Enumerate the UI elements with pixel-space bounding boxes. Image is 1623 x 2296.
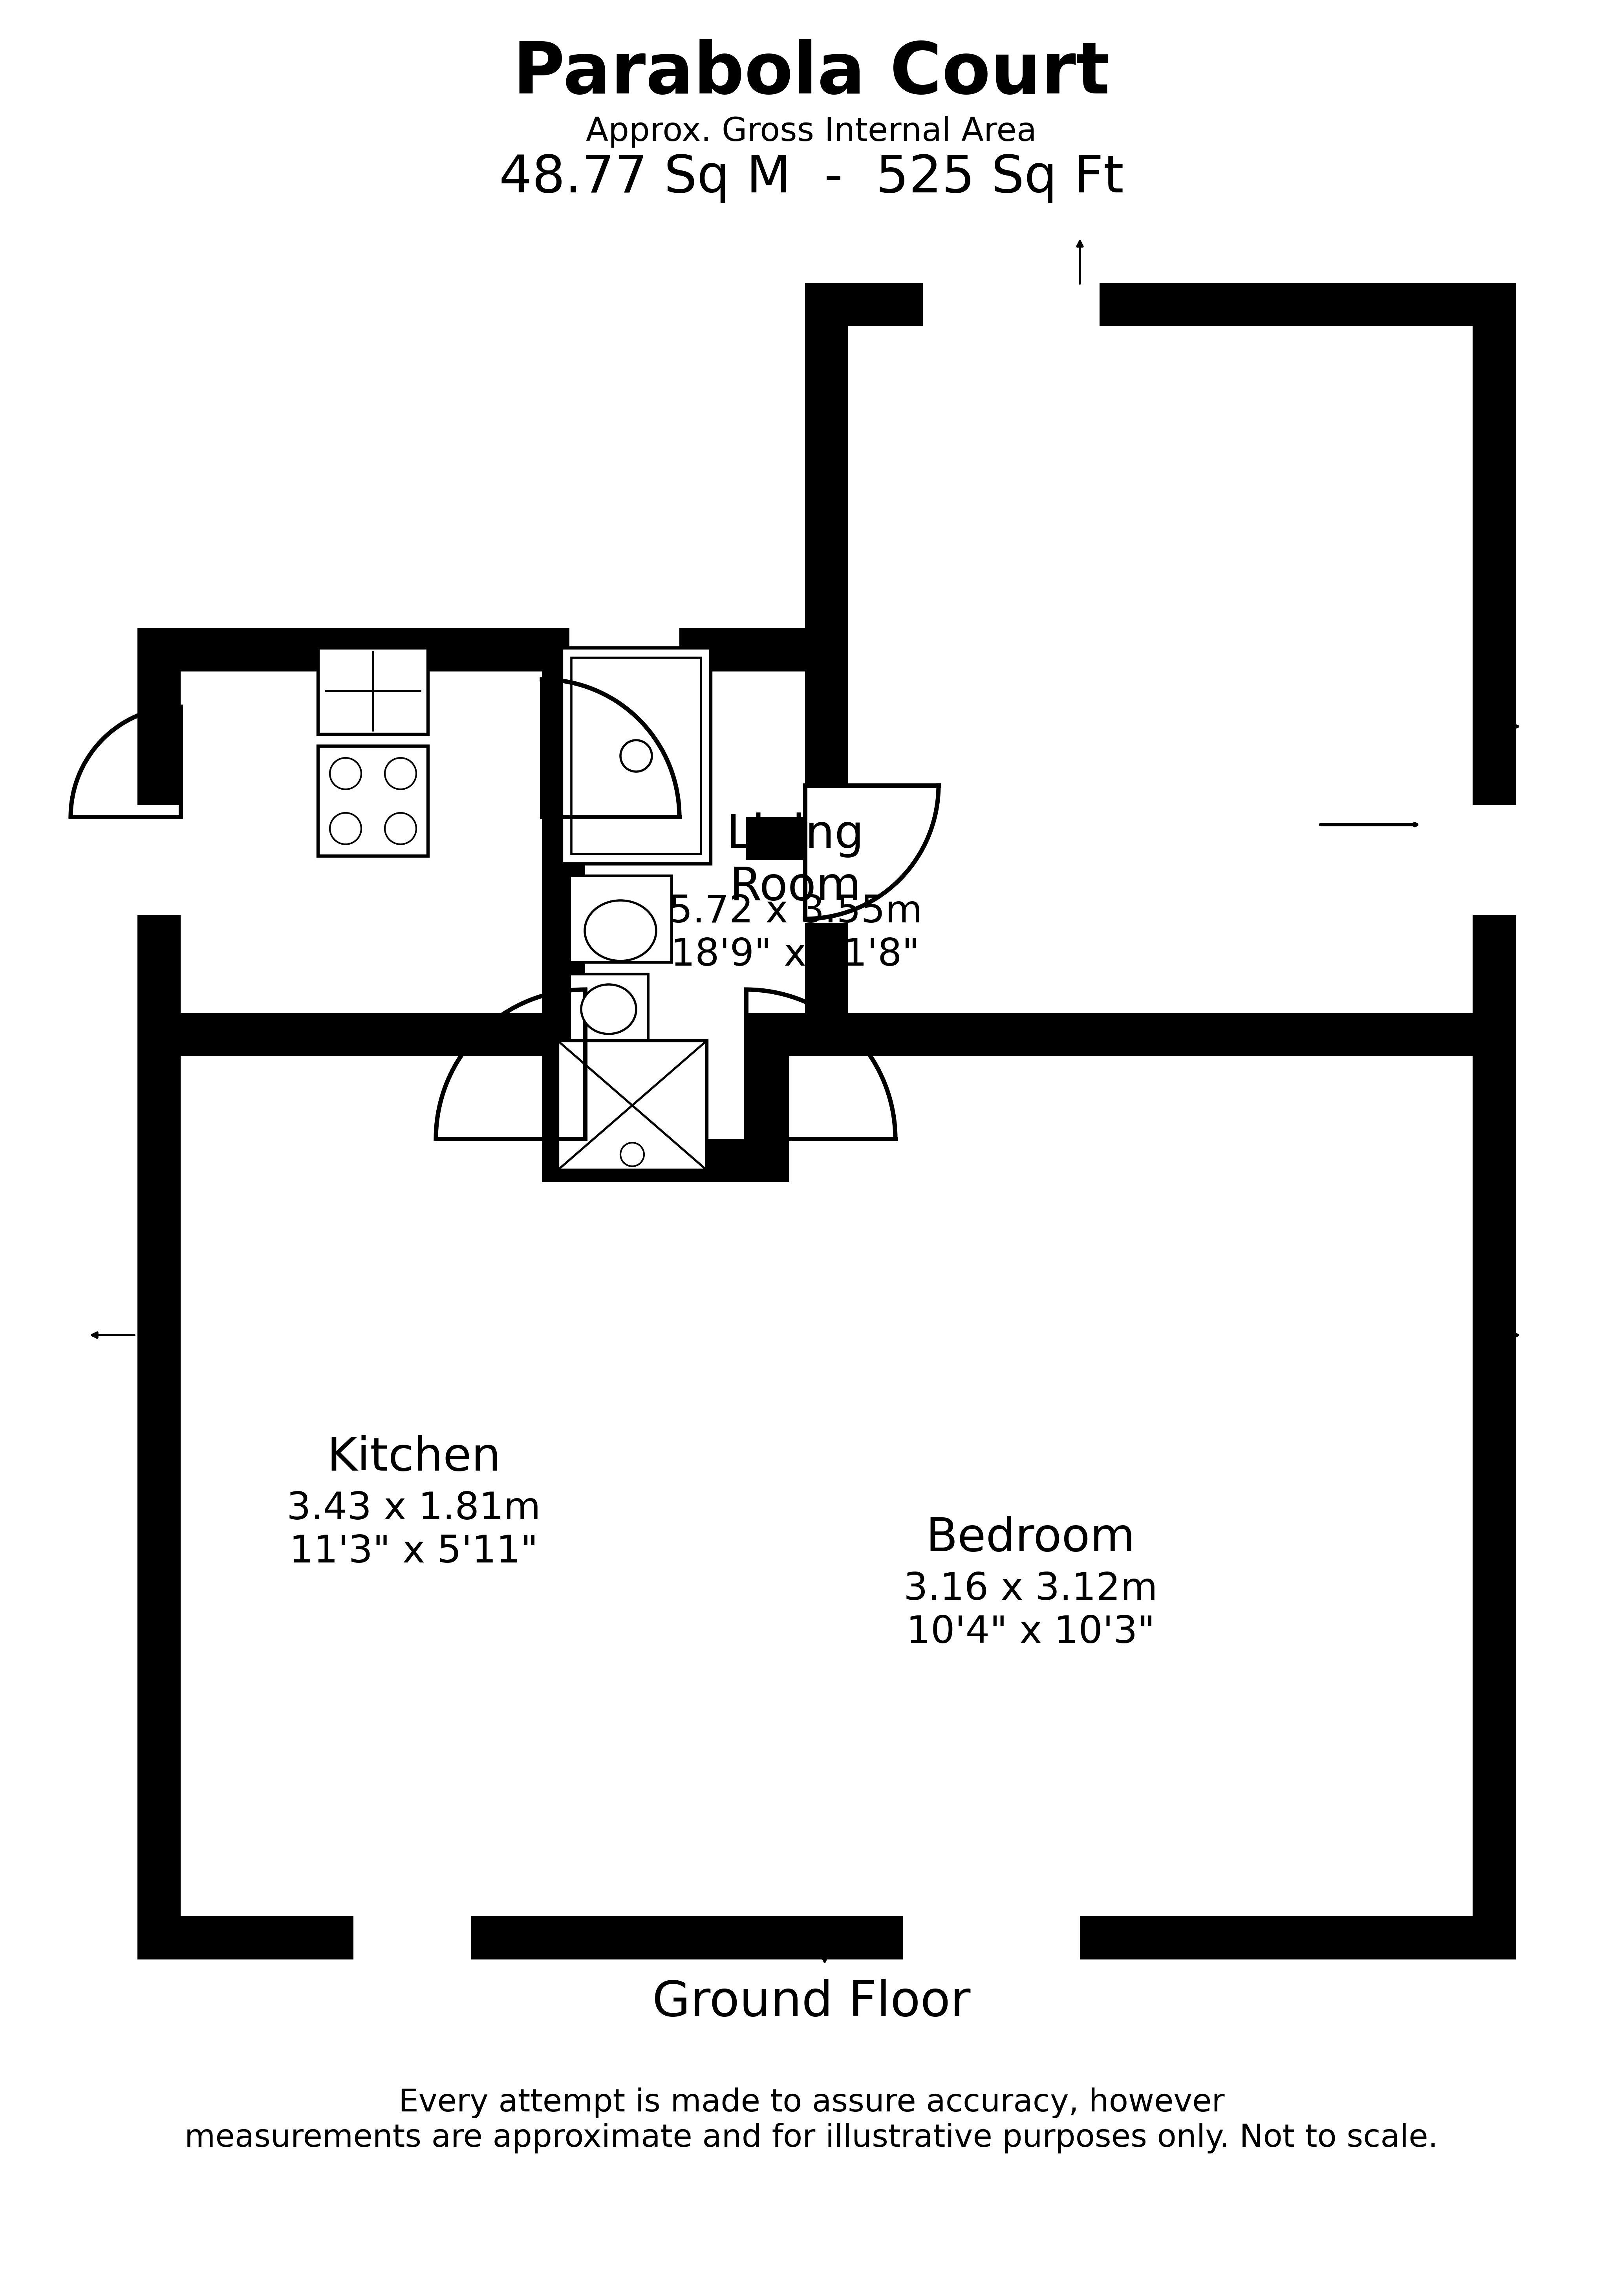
Bar [1472, 806, 1519, 914]
Bar [354, 1917, 471, 1963]
Text: Living
Room: Living Room [727, 813, 863, 909]
Bar [318, 647, 428, 735]
Bar [902, 1917, 1079, 1963]
Bar [747, 1013, 789, 1182]
Circle shape [329, 813, 362, 845]
Bar [138, 1917, 1516, 1958]
Bar [542, 1139, 789, 1182]
Circle shape [620, 739, 652, 771]
Bar [805, 785, 852, 923]
Text: Bedroom: Bedroom [925, 1515, 1136, 1561]
Text: 10'4" x 10'3": 10'4" x 10'3" [906, 1614, 1156, 1651]
Text: Kitchen: Kitchen [326, 1435, 502, 1481]
Bar [586, 1013, 747, 1061]
Bar [923, 282, 1099, 331]
Bar [138, 629, 849, 670]
Text: Every attempt is made to assure accuracy, however
measurements are approximate a: Every attempt is made to assure accuracy… [185, 2087, 1438, 2154]
Bar [558, 1040, 708, 1171]
Bar [805, 282, 1516, 326]
Bar [138, 806, 185, 914]
Text: Ground Floor: Ground Floor [652, 1979, 971, 2027]
Text: 3.16 x 3.12m: 3.16 x 3.12m [904, 1570, 1157, 1607]
Text: 48.77 Sq M  -  525 Sq Ft: 48.77 Sq M - 525 Sq Ft [500, 154, 1123, 202]
Bar [542, 817, 849, 861]
Bar [571, 657, 701, 854]
Bar [542, 629, 586, 1056]
Bar [562, 647, 711, 863]
Bar [542, 1013, 586, 1182]
Text: Parabola Court: Parabola Court [513, 39, 1110, 108]
Circle shape [329, 758, 362, 790]
Circle shape [385, 758, 415, 790]
Bar [589, 817, 747, 863]
Bar [138, 1013, 1516, 1056]
Text: Approx. Gross Internal Area: Approx. Gross Internal Area [586, 115, 1037, 147]
Bar [570, 875, 672, 962]
Bar [138, 629, 180, 1958]
Ellipse shape [584, 900, 656, 962]
Bar [1472, 282, 1516, 1958]
Bar [805, 282, 849, 1056]
Text: 3.43 x 1.81m: 3.43 x 1.81m [287, 1490, 540, 1527]
Text: 18'9" x 11'8": 18'9" x 11'8" [670, 937, 920, 974]
Bar [570, 629, 680, 675]
Text: 5.72 x 3.55m: 5.72 x 3.55m [669, 893, 922, 930]
Circle shape [385, 813, 415, 845]
Bar [570, 974, 648, 1045]
Text: 11'3" x 5'11": 11'3" x 5'11" [289, 1534, 539, 1570]
Ellipse shape [581, 985, 636, 1033]
Circle shape [620, 1143, 644, 1166]
Bar [318, 746, 428, 856]
